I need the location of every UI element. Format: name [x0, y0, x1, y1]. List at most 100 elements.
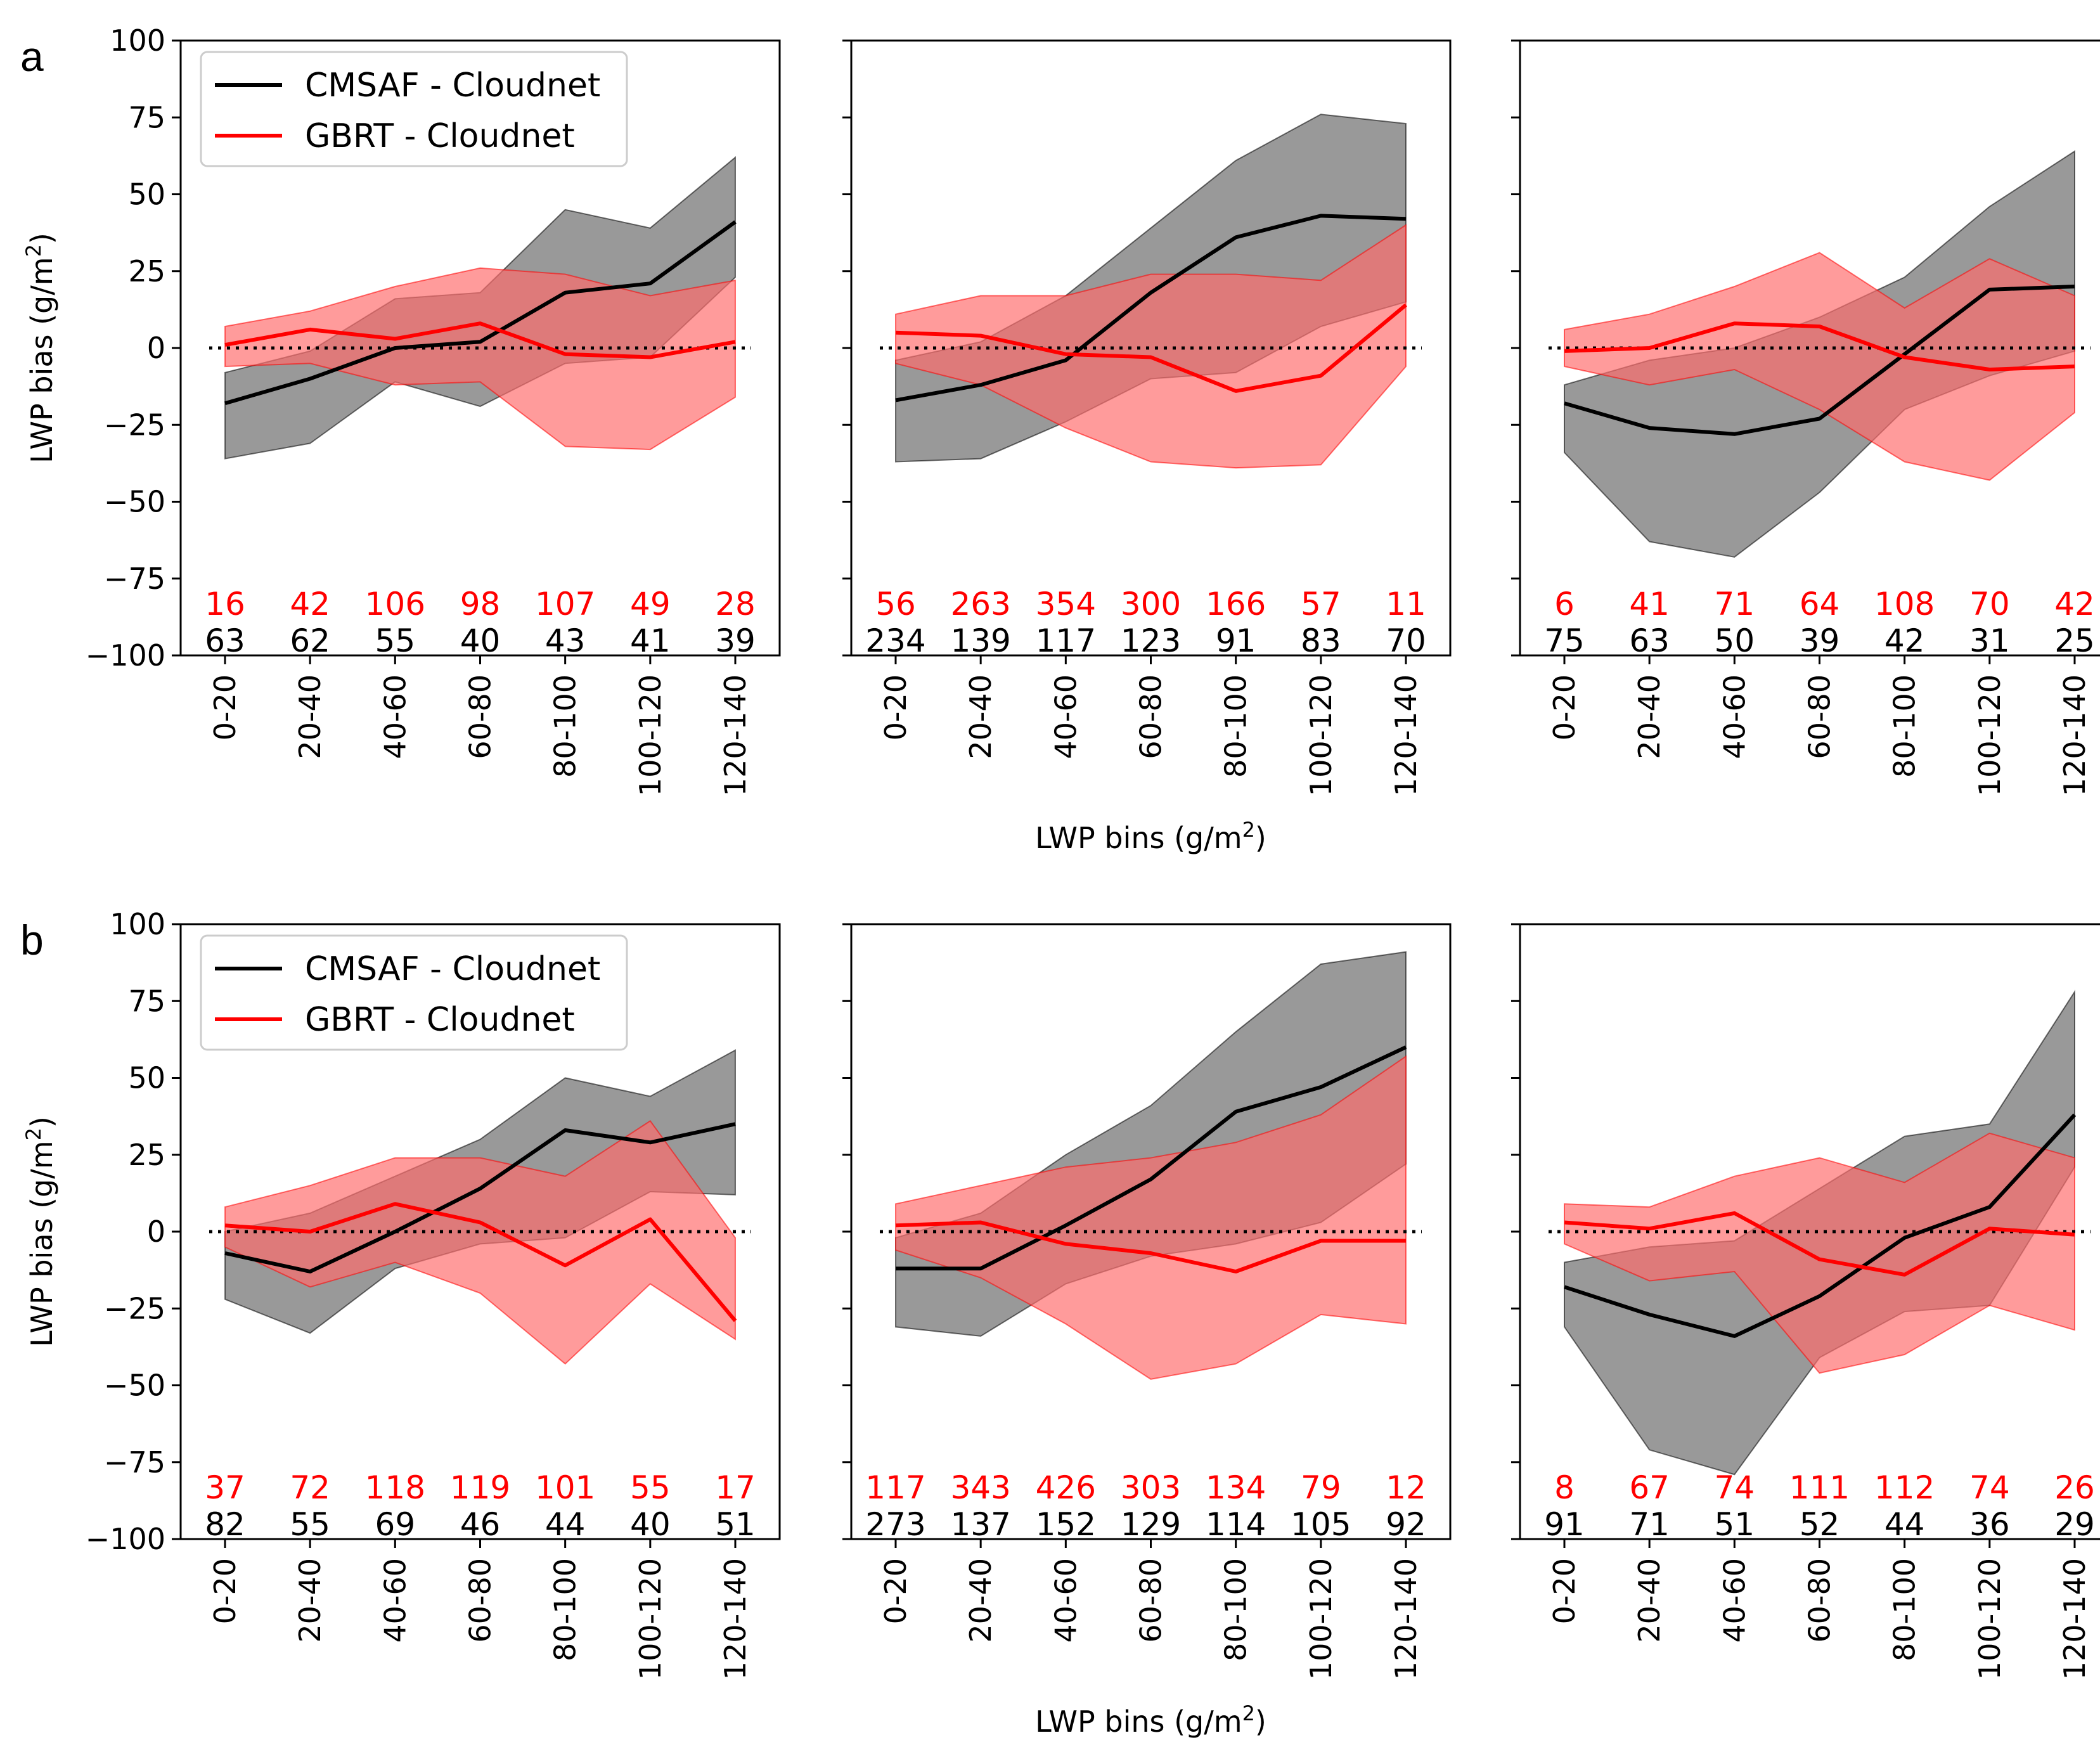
y-tick-label: −50 — [104, 1369, 165, 1403]
gbrt-count-label: 426 — [1036, 1469, 1096, 1506]
gbrt-count-label: 17 — [715, 1469, 756, 1506]
gbrt-count-label: 303 — [1121, 1469, 1181, 1506]
x-tick-label: 40-60 — [378, 674, 412, 759]
cmsaf-count-label: 39 — [715, 622, 756, 659]
gbrt-count-label: 71 — [1715, 586, 1755, 622]
gbrt-count-label: 263 — [950, 586, 1010, 622]
gbrt-count-label: 67 — [1629, 1469, 1670, 1506]
x-tick-label: 60-80 — [1134, 674, 1168, 759]
gbrt-count-label: 101 — [535, 1469, 595, 1506]
x-tick-label: 20-40 — [1632, 1558, 1666, 1643]
x-tick-label: 120-140 — [1389, 674, 1423, 796]
x-tick-label: 40-60 — [1717, 674, 1751, 759]
gbrt-count-label: 12 — [1386, 1469, 1426, 1506]
x-tick-label: 100-120 — [1304, 1558, 1338, 1680]
y-tick-label: 75 — [128, 100, 165, 134]
gbrt-count-label: 41 — [1629, 586, 1670, 622]
gbrt-count-label: 56 — [875, 586, 916, 622]
cmsaf-count-label: 105 — [1291, 1506, 1351, 1543]
x-tick-label: 80-100 — [548, 674, 583, 778]
x-tick-label: 80-100 — [1219, 1558, 1253, 1661]
cmsaf-count-label: 55 — [290, 1506, 330, 1543]
y-tick-label: 25 — [128, 254, 165, 288]
y-tick-label: −75 — [104, 1445, 165, 1479]
x-tick-label: 100-120 — [1973, 1558, 2007, 1680]
cmsaf-count-label: 137 — [950, 1506, 1010, 1543]
y-tick-label: 100 — [110, 23, 165, 58]
gbrt-range-band — [224, 267, 736, 451]
gbrt-count-label: 57 — [1301, 586, 1341, 622]
gbrt-count-label: 134 — [1206, 1469, 1266, 1506]
cmsaf-count-label: 92 — [1386, 1506, 1426, 1543]
cmsaf-count-label: 44 — [1884, 1506, 1925, 1543]
cmsaf-count-label: 44 — [545, 1506, 586, 1543]
x-tick-label: 20-40 — [293, 1558, 327, 1643]
y-tick-label: −50 — [104, 485, 165, 519]
legend-box — [200, 51, 628, 167]
legend-label: GBRT - Cloudnet — [305, 1001, 575, 1039]
gbrt-count-label: 98 — [460, 586, 501, 622]
panel-label: a — [20, 33, 44, 80]
x-tick-label: 80-100 — [1219, 674, 1253, 778]
gbrt-count-label: 37 — [205, 1469, 245, 1506]
y-axis-label: LWP bias (g/m2) — [22, 233, 59, 463]
cmsaf-count-label: 46 — [460, 1506, 501, 1543]
panel-1: 16 42 106 98 107 49 28 63 62 55 40 43 41 39 100 75 50 25 0… — [20, 23, 781, 796]
x-tick-label: 80-100 — [1888, 1558, 1922, 1661]
gbrt-range-band — [895, 224, 1407, 469]
legend-label: CMSAF - Cloudnet — [305, 950, 600, 988]
cmsaf-count-label: 51 — [715, 1506, 756, 1543]
y-tick-label: −25 — [104, 408, 165, 442]
gbrt-count-label: 111 — [1789, 1469, 1850, 1506]
x-tick-label: 100-120 — [633, 1558, 667, 1680]
panel-2: 56 263 354 300 166 57 11 234 139 117 123 91 83 70 0-20… — [842, 39, 1452, 855]
cmsaf-count-label: 82 — [205, 1506, 245, 1543]
x-tick-label: 100-120 — [1973, 674, 2007, 796]
gbrt-count-label: 72 — [290, 1469, 330, 1506]
x-tick-label: 0-20 — [208, 1558, 242, 1624]
x-tick-label: 120-140 — [718, 674, 752, 796]
cmsaf-count-label: 70 — [1386, 622, 1426, 659]
cmsaf-count-label: 152 — [1036, 1506, 1096, 1543]
x-tick-label: 40-60 — [1048, 1558, 1083, 1643]
cmsaf-count-label: 51 — [1715, 1506, 1755, 1543]
y-tick-label: 75 — [128, 984, 165, 1018]
cmsaf-count-label: 75 — [1544, 622, 1585, 659]
gbrt-count-label: 49 — [630, 586, 671, 622]
gbrt-count-label: 11 — [1386, 586, 1426, 622]
cmsaf-count-label: 234 — [865, 622, 925, 659]
x-tick-label: 20-40 — [293, 674, 327, 759]
panel-3: 6 41 71 64 108 70 42 75 63 50 39 42 31 25 0-20 20-40 40-… — [1511, 39, 2100, 796]
gbrt-count-label: 8 — [1554, 1469, 1575, 1506]
gbrt-count-label: 343 — [950, 1469, 1010, 1506]
cmsaf-count-label: 50 — [1715, 622, 1755, 659]
gbrt-range-band — [1564, 1132, 2075, 1374]
cmsaf-count-label: 91 — [1544, 1506, 1585, 1543]
x-tick-label: 120-140 — [2058, 1558, 2092, 1680]
gbrt-count-label: 28 — [715, 586, 756, 622]
gbrt-range-band — [895, 1055, 1407, 1380]
cmsaf-count-label: 63 — [1629, 622, 1670, 659]
x-tick-label: 120-140 — [2058, 674, 2092, 796]
gbrt-count-label: 112 — [1874, 1469, 1935, 1506]
gbrt-count-label: 117 — [865, 1469, 925, 1506]
x-tick-label: 60-80 — [1803, 1558, 1837, 1643]
gbrt-count-label: 74 — [1969, 1469, 2010, 1506]
gbrt-count-label: 79 — [1301, 1469, 1341, 1506]
panel-label: b — [20, 917, 44, 963]
y-tick-label: 50 — [128, 177, 165, 212]
gbrt-range-band — [224, 1120, 736, 1365]
x-tick-label: 20-40 — [963, 1558, 998, 1643]
y-tick-label: 50 — [128, 1061, 165, 1095]
x-axis-label: LWP bins (g/m2) — [1035, 1701, 1266, 1739]
x-tick-label: 40-60 — [378, 1558, 412, 1643]
gbrt-count-label: 107 — [535, 586, 595, 622]
cmsaf-count-label: 41 — [630, 622, 671, 659]
x-tick-label: 40-60 — [1048, 674, 1083, 759]
cmsaf-count-label: 83 — [1301, 622, 1341, 659]
gbrt-count-label: 42 — [2054, 586, 2095, 622]
cmsaf-count-label: 123 — [1121, 622, 1181, 659]
gbrt-count-label: 354 — [1036, 586, 1096, 622]
cmsaf-count-label: 42 — [1884, 622, 1925, 659]
